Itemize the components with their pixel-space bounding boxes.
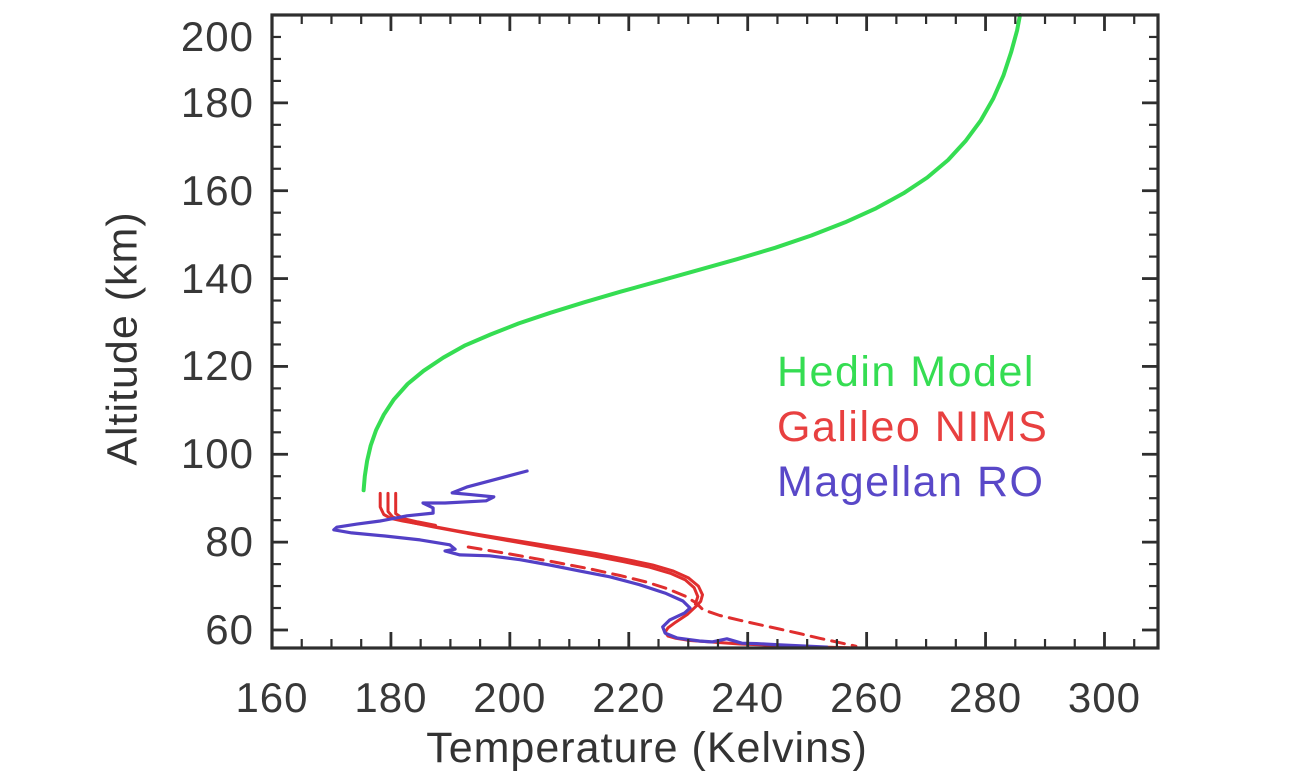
legend: Hedin Model Galileo NIMS Magellan RO (777, 345, 1048, 510)
x-tick-label: 220 (592, 674, 666, 721)
y-tick-label: 160 (180, 166, 254, 214)
x-axis-title: Temperature (Kelvins) (426, 724, 868, 772)
galileo-nims-dashed-line (466, 545, 858, 648)
x-tick-label: 260 (830, 674, 904, 721)
y-tick-label: 180 (180, 78, 254, 126)
y-tick-label: 100 (180, 430, 254, 478)
plot-frame (270, 13, 1160, 650)
x-tick-label: 200 (473, 674, 547, 721)
y-tick-label: 140 (180, 254, 254, 302)
y-tick-label: 200 (180, 13, 254, 60)
galileo-nims-profile-3-line (394, 491, 437, 527)
legend-item-hedin-model: Hedin Model (777, 348, 1035, 396)
x-tick-label: 180 (354, 674, 428, 721)
galileo-nims-line (378, 491, 860, 650)
galileo-nims-profile-2-line (386, 491, 700, 606)
y-tick-label: 60 (205, 605, 254, 653)
legend-item-magellan-ro: Magellan RO (777, 458, 1045, 506)
x-tick-label: 280 (949, 674, 1023, 721)
magellan-ro-line (332, 469, 829, 649)
hedin-model-line (361, 13, 1022, 493)
y-tick-label: 120 (180, 342, 254, 390)
y-tick-label: 80 (205, 518, 254, 566)
x-tick-label: 240 (711, 674, 785, 721)
curves-group (332, 13, 1022, 650)
x-tick-label: 300 (1067, 674, 1141, 721)
x-tick-label: 160 (235, 674, 309, 721)
legend-item-galileo-nims: Galileo NIMS (777, 403, 1049, 451)
ticks-group (270, 13, 1158, 648)
